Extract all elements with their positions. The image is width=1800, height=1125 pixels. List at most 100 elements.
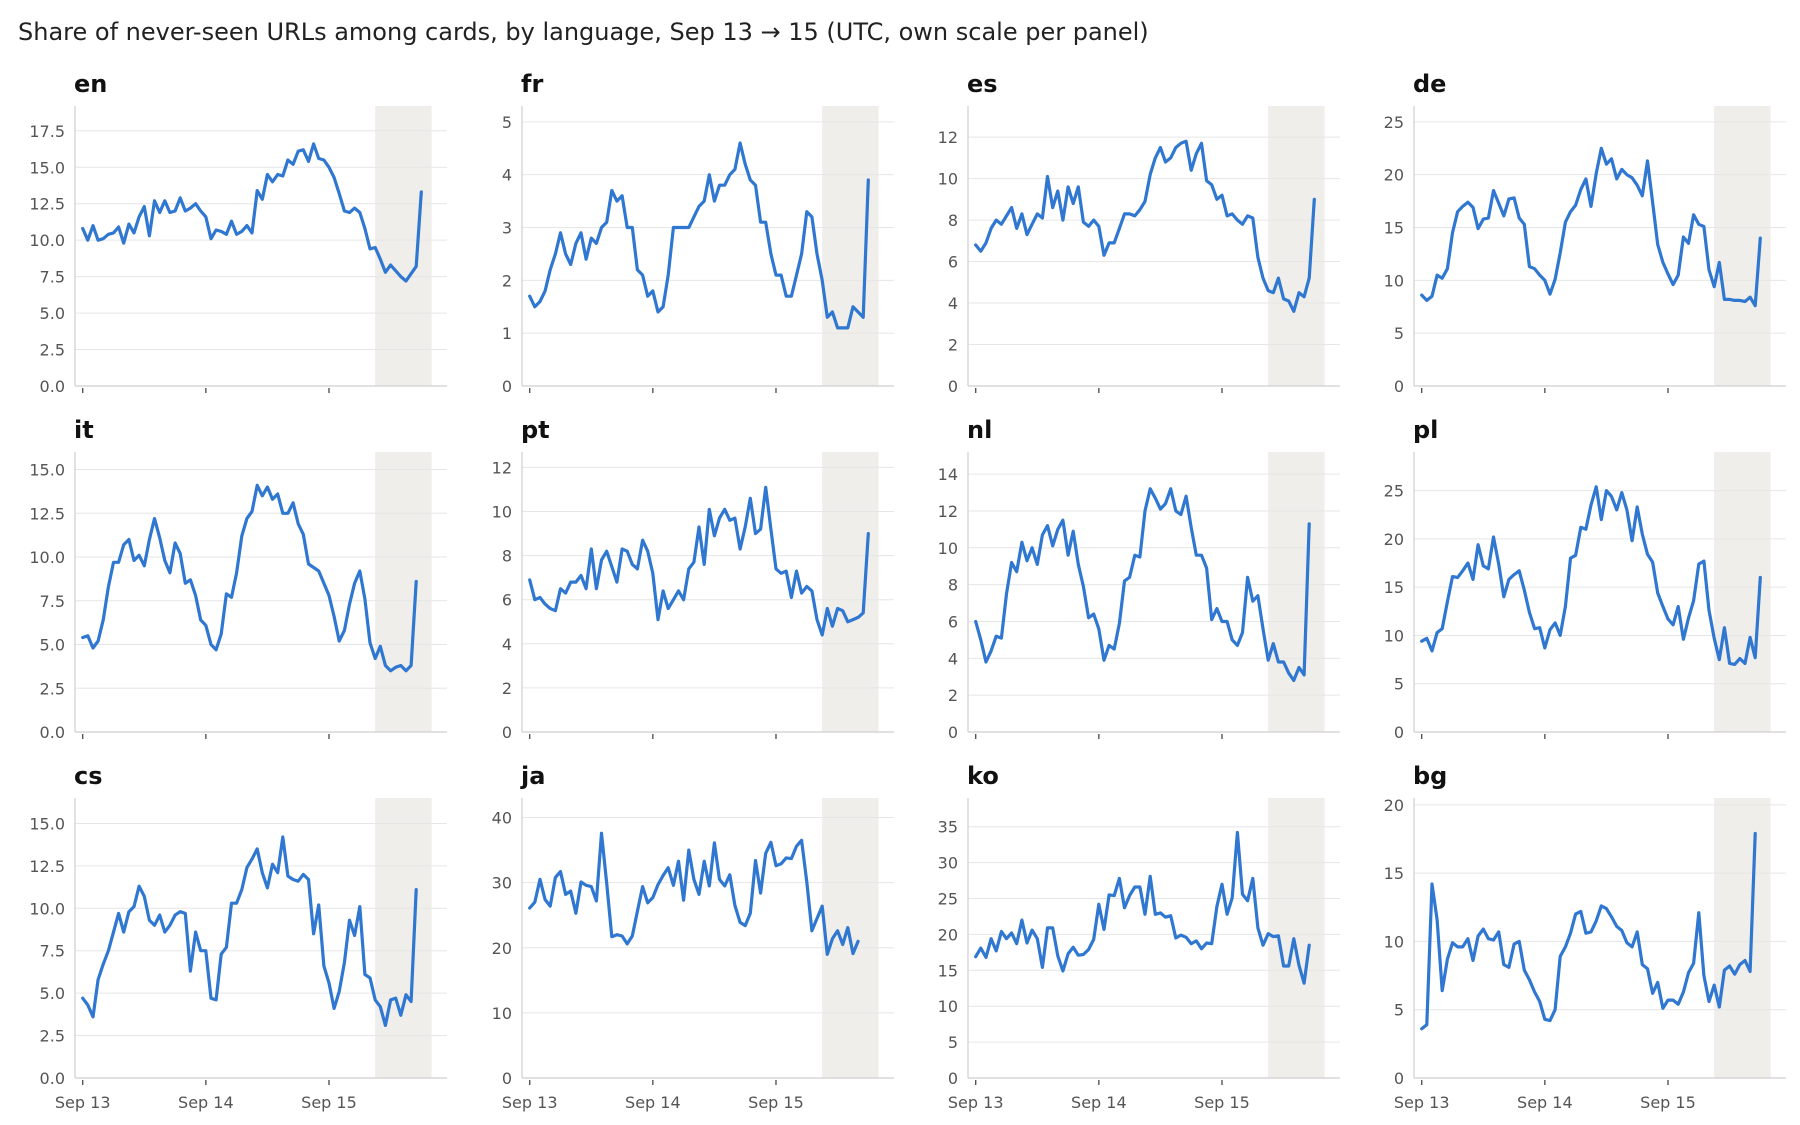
y-tick-label: 4 — [948, 294, 958, 313]
y-tick-label: 0.0 — [40, 377, 65, 396]
y-tick-label: 12.5 — [29, 195, 65, 214]
y-tick-label: 2 — [948, 686, 958, 705]
x-tick-label: Sep 13 — [502, 1093, 558, 1112]
y-tick-label: 6 — [948, 253, 958, 272]
x-tick-label: Sep 13 — [55, 1093, 111, 1112]
panel-fr: 0 1 2 3 4 5 fr — [502, 70, 894, 396]
shaded-region — [375, 798, 432, 1078]
panel-pl: 0 5 10 15 20 25 pl — [1384, 416, 1786, 742]
panel-cs: 0.0 2.5 5.0 7.5 10.0 12.5 15.0 Sep 13 Sep 14 Sep … — [29, 762, 447, 1112]
x-tick-label: Sep 15 — [748, 1093, 804, 1112]
series-line-es — [974, 139, 1316, 313]
y-tick-label: 2.5 — [40, 341, 65, 360]
y-tick-label: 25 — [1384, 482, 1404, 501]
series-line-fr — [528, 141, 870, 330]
panel-title: bg — [1413, 762, 1447, 790]
y-tick-label: 17.5 — [29, 122, 65, 141]
x-tick-label: Sep 15 — [1640, 1093, 1696, 1112]
shaded-region — [1268, 452, 1325, 732]
y-tick-label: 20 — [1384, 796, 1404, 815]
y-tick-label: 0 — [1394, 723, 1404, 742]
y-tick-label: 12 — [938, 502, 958, 521]
y-tick-label: 0 — [948, 1069, 958, 1088]
y-tick-label: 12 — [492, 458, 512, 477]
y-tick-label: 40 — [492, 809, 512, 828]
panel-title: cs — [74, 762, 103, 790]
y-tick-label: 20 — [1384, 166, 1404, 185]
y-tick-label: 10.0 — [29, 548, 65, 567]
y-tick-label: 2 — [948, 336, 958, 355]
y-tick-label: 5.0 — [40, 304, 65, 323]
y-tick-label: 0 — [1394, 1069, 1404, 1088]
y-tick-label: 12.5 — [29, 857, 65, 876]
panel-title: pt — [521, 416, 550, 444]
y-tick-label: 2.5 — [40, 1027, 65, 1046]
y-tick-label: 0.0 — [40, 1069, 65, 1088]
y-tick-label: 5 — [1394, 1001, 1404, 1020]
x-tick-label: Sep 14 — [1071, 1093, 1127, 1112]
series-line-ja — [528, 831, 860, 956]
y-tick-label: 7.5 — [40, 942, 65, 961]
series-line-cs — [81, 835, 418, 1028]
y-tick-label: 25 — [938, 890, 958, 909]
panel-ko: 0 5 10 15 20 25 30 35 Sep 13 Sep 14 Sep 15 ko — [938, 762, 1340, 1112]
y-tick-label: 2 — [502, 679, 512, 698]
series-line-nl — [974, 487, 1311, 683]
y-tick-label: 30 — [492, 874, 512, 893]
series-line-bg — [1420, 831, 1757, 1031]
y-tick-label: 5 — [1394, 324, 1404, 343]
shaded-region — [822, 452, 879, 732]
y-tick-label: 3 — [502, 219, 512, 238]
y-tick-label: 15 — [1384, 578, 1404, 597]
y-tick-label: 0 — [502, 723, 512, 742]
shaded-region — [1714, 106, 1771, 386]
panel-title: de — [1413, 70, 1446, 98]
panel-it: 0.0 2.5 5.0 7.5 10.0 12.5 15.0 it — [29, 416, 447, 742]
y-tick-label: 15 — [938, 961, 958, 980]
panel-pt: 0 2 4 6 8 10 12 pt — [492, 416, 894, 742]
y-tick-label: 10 — [1384, 271, 1404, 290]
chart-title: Share of never-seen URLs among cards, by… — [18, 18, 1149, 46]
y-tick-label: 15 — [1384, 219, 1404, 238]
y-tick-label: 4 — [948, 649, 958, 668]
panel-title: pl — [1413, 416, 1438, 444]
y-tick-label: 15.0 — [29, 461, 65, 480]
y-tick-label: 7.5 — [40, 268, 65, 287]
y-tick-label: 5 — [502, 113, 512, 132]
series-line-it — [81, 483, 418, 673]
series-line-pl — [1420, 485, 1762, 667]
panel-title: ko — [967, 762, 999, 790]
y-tick-label: 25 — [1384, 113, 1404, 132]
y-tick-label: 4 — [502, 166, 512, 185]
y-tick-label: 8 — [948, 576, 958, 595]
shaded-region — [375, 106, 432, 386]
y-tick-label: 12.5 — [29, 504, 65, 523]
y-tick-label: 0.0 — [40, 723, 65, 742]
y-tick-label: 20 — [492, 939, 512, 958]
x-tick-label: Sep 15 — [1194, 1093, 1250, 1112]
y-tick-label: 1 — [502, 324, 512, 343]
panel-title: it — [74, 416, 94, 444]
y-tick-label: 20 — [938, 925, 958, 944]
y-tick-label: 20 — [1384, 530, 1404, 549]
y-tick-label: 35 — [938, 818, 958, 837]
panel-en: 0.0 2.5 5.0 7.5 10.0 12.5 15.0 17.5 en — [29, 70, 447, 396]
panel-title: ja — [520, 762, 545, 790]
shaded-region — [375, 452, 432, 732]
panel-bg: 0 5 10 15 20 Sep 13 Sep 14 Sep 15 bg — [1384, 762, 1786, 1112]
x-tick-label: Sep 14 — [1517, 1093, 1573, 1112]
y-tick-label: 5.0 — [40, 636, 65, 655]
panel-ja: 0 10 20 30 40 Sep 13 Sep 14 Sep 15 ja — [492, 762, 894, 1112]
panel-title: fr — [521, 70, 543, 98]
y-tick-label: 14 — [938, 465, 958, 484]
panel-es: 0 2 4 6 8 10 12 es — [938, 70, 1340, 396]
series-line-pt — [528, 485, 870, 637]
y-tick-label: 15 — [1384, 864, 1404, 883]
shaded-region — [1714, 798, 1771, 1078]
panel-nl: 0 2 4 6 8 10 12 14 nl — [938, 416, 1340, 742]
y-tick-label: 5 — [1394, 675, 1404, 694]
x-tick-label: Sep 13 — [1394, 1093, 1450, 1112]
y-tick-label: 8 — [948, 211, 958, 230]
panel-de: 0 5 10 15 20 25 de — [1384, 70, 1786, 396]
y-tick-label: 10 — [1384, 932, 1404, 951]
